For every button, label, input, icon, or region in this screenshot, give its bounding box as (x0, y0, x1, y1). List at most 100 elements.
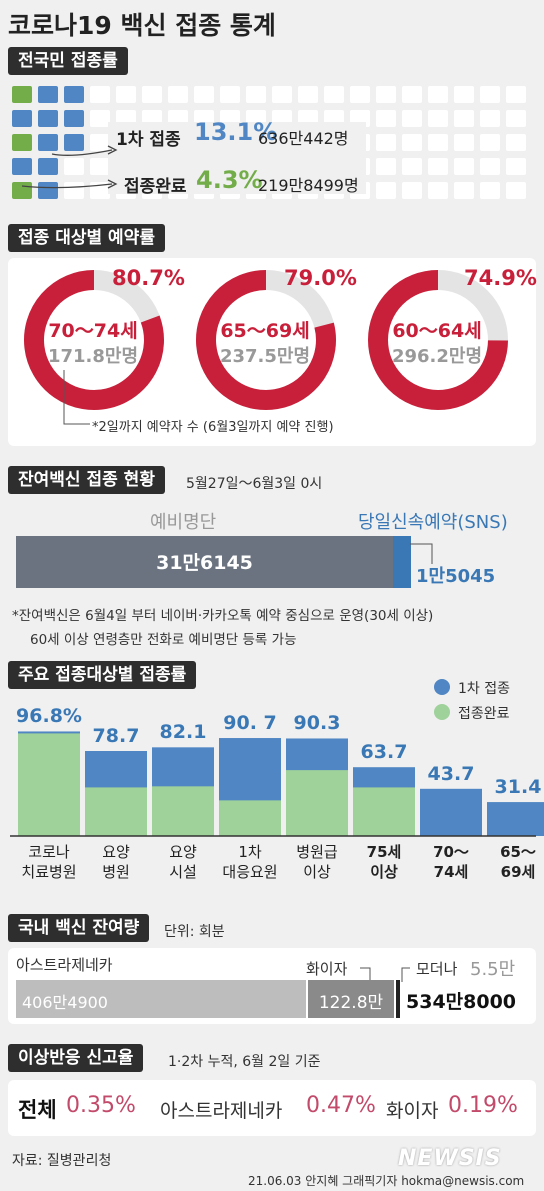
adverse-pf-label: 화이자 (386, 1100, 439, 1122)
grid-cell (12, 134, 32, 151)
adverse-all-label: 전체 (18, 1098, 57, 1122)
grid-cell (506, 86, 526, 103)
donut-age-65-69: 65～69세 (220, 320, 310, 342)
section-heading-leftover: 잔여백신 접종 현황 (8, 466, 165, 494)
grid-cell (428, 158, 448, 175)
grid-cell (506, 158, 526, 175)
grid-cell (428, 86, 448, 103)
total-stock-value: 534만8000 (406, 991, 517, 1013)
grid-cell (454, 134, 474, 151)
section-heading-population: 전국민 접종률 (8, 47, 128, 75)
stock-leaders (360, 967, 410, 982)
grid-cell (454, 182, 474, 199)
bar-value-label: 31.4 (494, 776, 542, 799)
bar-value-label: 90. 7 (223, 712, 277, 735)
grid-cell (376, 110, 396, 127)
full-dose-count: 219만8499명 (258, 176, 359, 195)
reservation-footnote: *2일까지 예약자 수 (6월3일까지 예약 진행) (92, 420, 334, 435)
donut-pop-60-64: 296.2만명 (391, 346, 483, 367)
pf-stock-label: 화이자 (306, 960, 348, 978)
bar-value-label: 43.7 (427, 762, 475, 785)
grid-cell (12, 110, 32, 127)
first-dose-count: 636만442명 (258, 129, 349, 148)
donut-arc (24, 270, 164, 410)
bar-value-label: 82.1 (159, 721, 207, 744)
grid-cell (38, 158, 58, 175)
grid-cell (480, 86, 500, 103)
grid-cell (64, 86, 84, 103)
leftover-period: 5월27일～6월3일 0시 (186, 476, 323, 492)
grid-cell (402, 182, 422, 199)
grid-cell (480, 182, 500, 199)
waitlist-bar: 31만6145 (16, 536, 393, 588)
grid-cell (454, 110, 474, 127)
credit-line: 21.06.03 안지혜 그래픽기자 hokma@newsis.com (248, 1174, 525, 1188)
grid-cell (376, 134, 396, 151)
md-stock-bar (396, 980, 400, 1018)
grid-cell (506, 110, 526, 127)
bar-category-label: 70～ 74세 (433, 843, 469, 881)
grid-cell (402, 158, 422, 175)
legend-first-dot (434, 679, 450, 695)
source-label: 자료: 질병관리청 (12, 1153, 112, 1169)
az-stock-label: 아스트라제네카 (16, 956, 113, 974)
grid-cell (168, 86, 188, 103)
pf-stock-value: 122.8만 (318, 993, 384, 1013)
first-dose-pct: 13.1% (194, 118, 278, 146)
adverse-basis: 1·2차 누적, 6월 2일 기준 (168, 1054, 321, 1070)
section-heading-stock: 국내 백신 잔여량 (8, 914, 150, 942)
grid-cell (428, 182, 448, 199)
grid-cell (246, 86, 266, 103)
bar-value-label: 90.3 (293, 712, 341, 735)
grid-cell (38, 182, 58, 199)
bar-category-label: 요양 병원 (102, 843, 130, 881)
grid-cell (64, 158, 84, 175)
donut-arc (368, 270, 508, 410)
grid-cell (376, 182, 396, 199)
bar-full-dose (18, 733, 80, 836)
donut-charts (24, 270, 508, 410)
bar-full-dose (219, 800, 281, 836)
az-stock-value: 406만4900 (22, 993, 108, 1012)
donut-pop-65-69: 237.5만명 (219, 346, 311, 367)
grid-cell (12, 158, 32, 175)
grid-cell (90, 134, 110, 151)
grid-cell (12, 86, 32, 103)
bar-category-label: 병원급 이상 (296, 843, 338, 881)
grid-cell (64, 110, 84, 127)
legend-full-dot (434, 704, 450, 720)
grid-cell (194, 86, 214, 103)
grid-cell (480, 110, 500, 127)
grid-cell (324, 86, 344, 103)
grid-cell (402, 86, 422, 103)
md-stock-value: 5.5만 (470, 959, 516, 980)
sns-label: 당일신속예약(SNS) (358, 512, 508, 533)
donut-pct-65-69: 79.0% (284, 266, 357, 290)
section-heading-reservation: 접종 대상별 예약률 (8, 224, 165, 252)
bar-full-dose (286, 770, 348, 836)
grid-cell (428, 134, 448, 151)
az-stock-bar: 406만4900 (16, 980, 306, 1018)
bar-value-label: 78.7 (92, 725, 140, 747)
bar-full-dose (152, 786, 214, 836)
bar-chart-svg (10, 731, 544, 837)
section-heading-adverse: 이상반응 신고율 (8, 1044, 144, 1072)
md-stock-label: 모더나 (416, 960, 458, 978)
pointer-arrows (21, 145, 118, 189)
grid-cell (90, 158, 110, 175)
adverse-all-pct: 0.35% (66, 1093, 136, 1118)
grid-cell (298, 86, 318, 103)
bar-category-label: 요양 시설 (169, 843, 197, 881)
grid-cell (90, 86, 110, 103)
donut-pct-60-64: 74.9% (464, 266, 537, 290)
first-dose-label: 1차 접종 (116, 130, 181, 150)
donut-arc (196, 270, 336, 410)
population-grid-svg (12, 86, 526, 199)
bar-category-label: 1차 대응요원 (222, 843, 278, 881)
bar-first-dose (487, 802, 544, 836)
grid-cell (90, 110, 110, 127)
bar-full-dose (85, 787, 147, 836)
grid-cell (402, 134, 422, 151)
grid-cell (38, 110, 58, 127)
legend-full-label: 접종완료 (458, 706, 510, 722)
